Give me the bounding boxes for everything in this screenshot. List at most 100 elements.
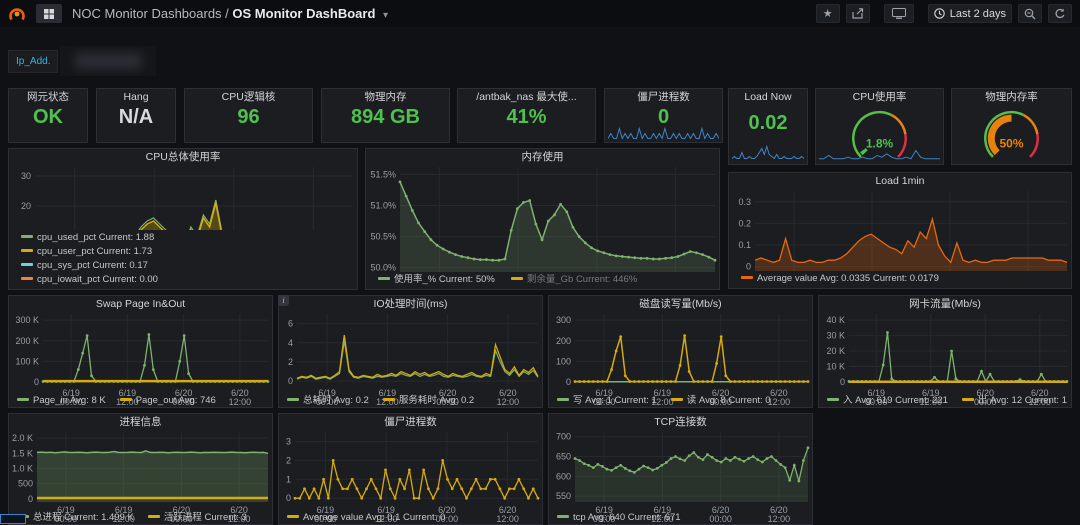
panel-title[interactable]: /antbak_nas 最大使... (476, 91, 577, 103)
svg-text:6/19: 6/19 (62, 388, 80, 398)
legend-item[interactable]: Average value Avg: 0.1 Current: 0 (287, 512, 445, 523)
svg-text:2.0 K: 2.0 K (12, 433, 33, 443)
breadcrumb-folder[interactable]: NOC Monitor Dashboards / (72, 6, 229, 21)
panel-title[interactable]: 物理内存 (364, 91, 407, 103)
clock-icon (933, 8, 945, 19)
load-1min-legend: Average value Avg: 0.0335 Current: 0.017… (729, 271, 1071, 288)
legend-series-dash (17, 398, 29, 401)
stat-value: 894 GB (351, 106, 420, 128)
legend-item[interactable]: cpu_user_pct Current: 1.73 (21, 245, 179, 258)
breadcrumb[interactable]: NOC Monitor Dashboards / OS Monitor Dash… (72, 6, 388, 21)
svg-text:3: 3 (286, 436, 291, 446)
legend-item[interactable]: 入 Avg: 619 Current: 221 (827, 392, 948, 406)
panel-title[interactable]: Hang (123, 91, 149, 103)
legend-item[interactable]: Average value Avg: 0.0335 Current: 0.017… (741, 272, 939, 285)
svg-text:00:00: 00:00 (60, 397, 83, 407)
variable-value-dropdown[interactable] (60, 46, 157, 76)
cpu-gauge-sparkline (819, 149, 940, 162)
graph-panel-disk-rw: 磁盘读写量(Mb/s) 0 100 200 300 6/19 00:00 6/19 12:00… (548, 295, 813, 408)
legend-item[interactable]: cpu_used_pct Current: 1.88 (21, 231, 179, 244)
svg-text:6/20: 6/20 (175, 388, 193, 398)
svg-text:0: 0 (288, 376, 293, 386)
legend-item[interactable]: cpu_sys_pct Current: 0.17 (21, 259, 179, 272)
share-button[interactable] (845, 4, 870, 23)
legend-series-dash (21, 263, 33, 266)
svg-text:650: 650 (556, 452, 571, 462)
legend-item[interactable]: tcp Avg: 640 Current: 671 (557, 512, 681, 523)
svg-text:00:00: 00:00 (865, 397, 888, 407)
legend-series-dash (21, 235, 33, 238)
graph-panel-swap-page: Swap Page In&Out 0 100 K 200 K 300 K 6/19 00:… (8, 295, 273, 408)
legend-series-text: 活跃进程 Current: 3 (163, 512, 247, 523)
legend-item[interactable]: 活跃进程 Current: 3 (147, 509, 247, 523)
legend-item[interactable]: 服务耗时 Avg: 0.2 (382, 392, 475, 406)
zombie-process-chart: 0 1 2 3 6/19 00:00 6/19 12:00 6/20 00:00 6/20 12:00 (279, 429, 542, 524)
legend-item[interactable]: 出 Avg: 12 Current: 1 (961, 392, 1067, 406)
svg-text:50.5%: 50.5% (370, 232, 396, 242)
legend-item[interactable]: 写 Avg: 1 Current: 1 (557, 392, 657, 406)
svg-text:0: 0 (840, 377, 845, 387)
panel-title[interactable]: 网元状态 (27, 91, 69, 103)
legend-series-text: 服务耗时 Avg: 0.2 (398, 395, 475, 406)
chevron-down-icon[interactable]: ▾ (383, 10, 389, 21)
dashboard-title[interactable]: OS Monitor DashBoard (232, 6, 376, 21)
svg-text:550: 550 (556, 491, 571, 501)
cycle-view-button[interactable] (883, 4, 914, 23)
panel-title[interactable]: 僵尸进程数 (637, 91, 690, 103)
panel-title[interactable]: 网卡流量(Mb/s) (909, 298, 981, 310)
svg-text:300: 300 (556, 315, 571, 325)
gauge-panel-memory-rate: 物理内存率 50% (951, 88, 1072, 165)
grafana-logo-icon[interactable] (8, 5, 26, 23)
svg-text:51.5%: 51.5% (370, 169, 396, 179)
graph-panel-process-info: 进程信息 0 500 1.0 K 1.5 K 2.0 K 6/19 00:00 6/19 12:… (8, 413, 273, 525)
swap-page-legend: Page_in Avg: 8 K Page_out Avg: 746 (17, 395, 270, 406)
svg-text:12:00: 12:00 (497, 397, 520, 407)
legend-item[interactable]: cpu_iowait_pct Current: 0.00 (21, 273, 179, 286)
legend-series-text: 写 Avg: 1 Current: 1 (573, 395, 657, 406)
panel-title[interactable]: Swap Page In&Out (95, 298, 186, 310)
svg-text:12:00: 12:00 (1028, 397, 1051, 407)
legend-series-dash (961, 398, 974, 401)
panel-title[interactable]: IO处理时间(ms) (373, 298, 448, 310)
legend-item[interactable]: 使用率_% Current: 50% (378, 273, 495, 286)
legend-series-text: 总耗时 Avg: 0.2 (303, 395, 369, 406)
panel-title[interactable]: 进程信息 (119, 416, 162, 428)
legend-item[interactable]: 剩余量_Gb Current: 446% (510, 273, 638, 286)
legend-series-text: tcp Avg: 640 Current: 671 (573, 512, 681, 523)
load-1min-chart: 00.10.20.36/19 00:006/19 12:006/20 00:00… (729, 188, 1071, 271)
legend-series-text: 剩余量_Gb Current: 446% (526, 274, 638, 285)
panel-title[interactable]: CPU逻辑核 (221, 91, 276, 103)
panel-title[interactable]: CPU使用率 (852, 91, 907, 103)
svg-text:00:00: 00:00 (314, 514, 337, 524)
svg-text:6/20: 6/20 (499, 388, 517, 398)
legend-item[interactable]: 读 Avg: 8 Current: 0 (670, 392, 771, 406)
panel-title[interactable]: 僵尸进程数 (384, 416, 437, 428)
svg-text:0.1: 0.1 (738, 240, 751, 250)
legend-item[interactable]: 总耗时 Avg: 0.2 (287, 392, 369, 406)
stat-value: 96 (237, 106, 260, 128)
refresh-button[interactable] (1048, 4, 1072, 23)
panel-title[interactable]: Load Now (744, 91, 792, 103)
zoom-out-button[interactable] (1018, 4, 1042, 23)
panel-title[interactable]: CPU总体使用率 (145, 151, 221, 163)
navbar-right: ★ Last 2 days (810, 4, 1072, 23)
svg-text:6/20: 6/20 (173, 505, 191, 515)
panel-title[interactable]: Load 1min (875, 175, 925, 187)
legend-item[interactable]: Page_out Avg: 746 (119, 395, 216, 406)
legend-item[interactable]: Page_in Avg: 8 K (17, 395, 106, 406)
panel-title[interactable]: 磁盘读写量(Mb/s) (639, 298, 722, 310)
star-button[interactable]: ★ (815, 4, 840, 23)
panel-title[interactable]: 物理内存率 (985, 91, 1038, 103)
legend-series-dash (382, 398, 395, 401)
stat-panel-hang: Hang N/A (96, 88, 176, 143)
graph-panel-io-time: i IO处理时间(ms) 0 2 4 6 6/19 00:00 6/19 12:00 6/20 0… (278, 295, 543, 408)
svg-text:200 K: 200 K (15, 336, 39, 346)
info-icon[interactable]: i (278, 295, 289, 306)
time-range-picker[interactable]: Last 2 days (927, 4, 1012, 23)
legend-item[interactable]: 总进程 Current: 1.499 K (17, 509, 134, 523)
load-now-sparkline (731, 144, 805, 162)
panel-title[interactable]: 内存使用 (521, 151, 564, 163)
panel-title[interactable]: TCP连接数 (654, 416, 707, 428)
svg-text:12:00: 12:00 (651, 514, 674, 524)
apps-grid-icon[interactable] (36, 4, 62, 23)
